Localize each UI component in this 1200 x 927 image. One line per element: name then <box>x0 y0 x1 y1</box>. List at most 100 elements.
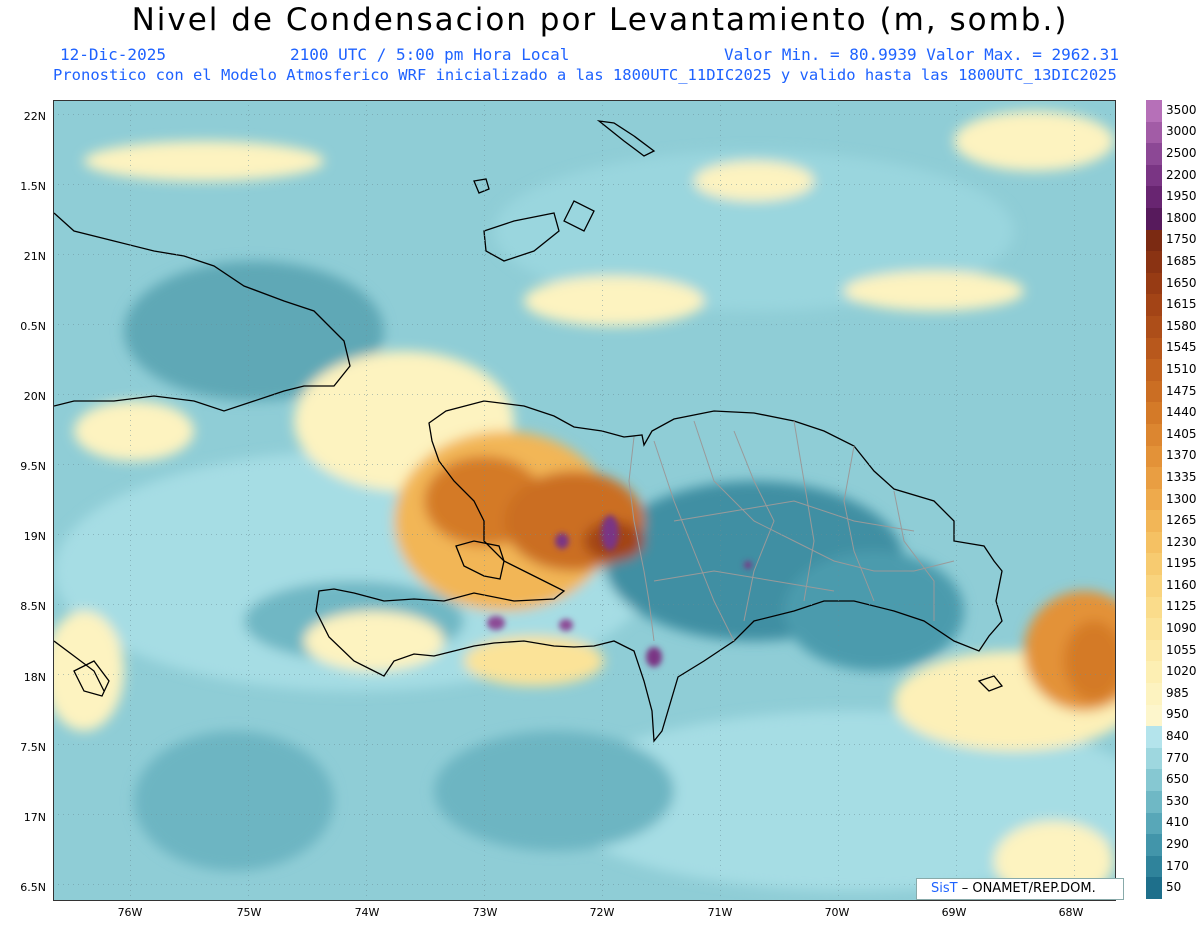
colorbar-label: 1650 <box>1166 275 1197 290</box>
colorbar-swatch <box>1146 445 1162 468</box>
colorbar-swatch <box>1146 877 1162 900</box>
colorbar-label: 1125 <box>1166 599 1197 614</box>
lat-label-20-5n: 0.5N <box>20 320 46 333</box>
credit-dash: – <box>957 881 973 896</box>
colorbar-swatch <box>1146 402 1162 425</box>
map-title: Nivel de Condensacion por Levantamiento … <box>131 2 1069 38</box>
colorbar-label: 1545 <box>1166 340 1197 355</box>
colorbar-swatch <box>1146 510 1162 533</box>
colorbar-label: 1440 <box>1166 405 1197 420</box>
colorbar-label: 1685 <box>1166 253 1197 268</box>
lat-label-20n: 20N <box>23 390 46 403</box>
colorbar-label: 3000 <box>1166 124 1197 139</box>
colorbar-label: 1370 <box>1166 448 1197 463</box>
colorbar-label: 1580 <box>1166 318 1197 333</box>
colorbar-label: 1335 <box>1166 469 1197 484</box>
colorbar-label: 1055 <box>1166 642 1197 657</box>
colorbar-label: 770 <box>1166 750 1189 765</box>
colorbar-label: 530 <box>1166 793 1189 808</box>
lat-label-21-5n: 1.5N <box>20 180 46 193</box>
colorbar-label: 840 <box>1166 729 1189 744</box>
colorbar <box>1146 100 1162 900</box>
colorbar-label: 1405 <box>1166 426 1197 441</box>
colorbar-swatch <box>1146 618 1162 641</box>
colorbar-swatch <box>1146 791 1162 814</box>
map-canvas <box>54 101 1115 900</box>
colorbar-label: 50 <box>1166 880 1182 895</box>
colorbar-label: 1615 <box>1166 297 1197 312</box>
colorbar-swatch <box>1146 207 1162 231</box>
colorbar-label: 1800 <box>1166 210 1197 225</box>
colorbar-label: 1475 <box>1166 383 1197 398</box>
lat-label-16-5n: 6.5N <box>20 881 46 894</box>
colorbar-label: 1950 <box>1166 189 1197 204</box>
colorbar-label: 1300 <box>1166 491 1197 506</box>
colorbar-label: 290 <box>1166 837 1189 851</box>
colorbar-label: 2200 <box>1166 167 1197 182</box>
lon-label-71w: 71W <box>707 906 733 919</box>
colorbar-label: 1090 <box>1166 621 1197 636</box>
colorbar-swatch <box>1146 467 1162 490</box>
lat-label-19n: 19N <box>23 530 46 543</box>
colorbar-swatch <box>1146 143 1162 166</box>
colorbar-label: 985 <box>1166 685 1189 700</box>
lcl-map <box>53 100 1116 901</box>
lat-label-21n: 21N <box>23 250 46 263</box>
colorbar-swatch <box>1146 229 1162 252</box>
colorbar-label: 1160 <box>1166 577 1197 592</box>
colorbar-swatch <box>1146 359 1162 382</box>
lon-label-76w: 76W <box>117 906 143 919</box>
forecast-time: 2100 UTC / 5:00 pm Hora Local <box>290 45 570 64</box>
colorbar-swatch <box>1146 164 1162 187</box>
colorbar-swatch <box>1146 855 1162 878</box>
lon-label-72w: 72W <box>589 906 615 919</box>
colorbar-swatch <box>1146 575 1162 598</box>
colorbar-label: 950 <box>1166 707 1189 722</box>
colorbar-label: 2500 <box>1166 145 1197 160</box>
lat-label-22n: 22N <box>23 110 46 123</box>
lon-label-73w: 73W <box>472 906 498 919</box>
colorbar-swatch <box>1146 380 1162 403</box>
colorbar-swatch <box>1146 337 1162 360</box>
colorbar-label: 650 <box>1166 772 1189 787</box>
credit-text: ONAMET/REP.DOM. <box>972 881 1096 896</box>
colorbar-swatch <box>1146 272 1162 295</box>
colorbar-swatch <box>1146 423 1162 446</box>
colorbar-label: 1020 <box>1166 664 1197 679</box>
credit-box: SisT – ONAMET/REP.DOM. <box>916 878 1124 900</box>
colorbar-swatch <box>1146 769 1162 792</box>
colorbar-label: 1195 <box>1166 556 1197 571</box>
colorbar-swatch <box>1146 683 1162 706</box>
colorbar-swatch <box>1146 121 1162 144</box>
sistpi-logo: SisT <box>931 881 958 896</box>
colorbar-swatch <box>1146 100 1162 123</box>
colorbar-label: 1510 <box>1166 361 1197 376</box>
colorbar-label: 3500 <box>1166 102 1197 117</box>
colorbar-swatch <box>1146 294 1162 317</box>
model-info: Pronostico con el Modelo Atmosferico WRF… <box>53 66 1117 84</box>
colorbar-swatch <box>1146 704 1162 727</box>
colorbar-label: 170 <box>1166 858 1189 873</box>
lon-label-69w: 69W <box>941 906 967 919</box>
lat-label-17n: 17N <box>23 811 46 824</box>
colorbar-swatch <box>1146 553 1162 576</box>
lon-label-70w: 70W <box>824 906 850 919</box>
lat-lon-grid <box>54 101 1115 900</box>
colorbar-swatch <box>1146 531 1162 554</box>
colorbar-swatch <box>1146 315 1162 339</box>
colorbar-label: 1265 <box>1166 513 1197 528</box>
colorbar-swatch <box>1146 812 1162 835</box>
lat-label-17-5n: 7.5N <box>20 741 46 754</box>
colorbar-swatch <box>1146 488 1162 511</box>
colorbar-label: 410 <box>1166 815 1189 830</box>
colorbar-swatch <box>1146 186 1162 209</box>
lat-label-18n: 18N <box>23 671 46 684</box>
colorbar-swatch <box>1146 251 1162 274</box>
colorbar-swatch <box>1146 596 1162 619</box>
lat-label-18-5n: 8.5N <box>20 600 46 613</box>
lon-label-74w: 74W <box>354 906 380 919</box>
colorbar-swatch <box>1146 639 1162 662</box>
colorbar-label: 1750 <box>1166 232 1197 247</box>
lon-label-75w: 75W <box>236 906 262 919</box>
colorbar-swatch <box>1146 834 1162 857</box>
